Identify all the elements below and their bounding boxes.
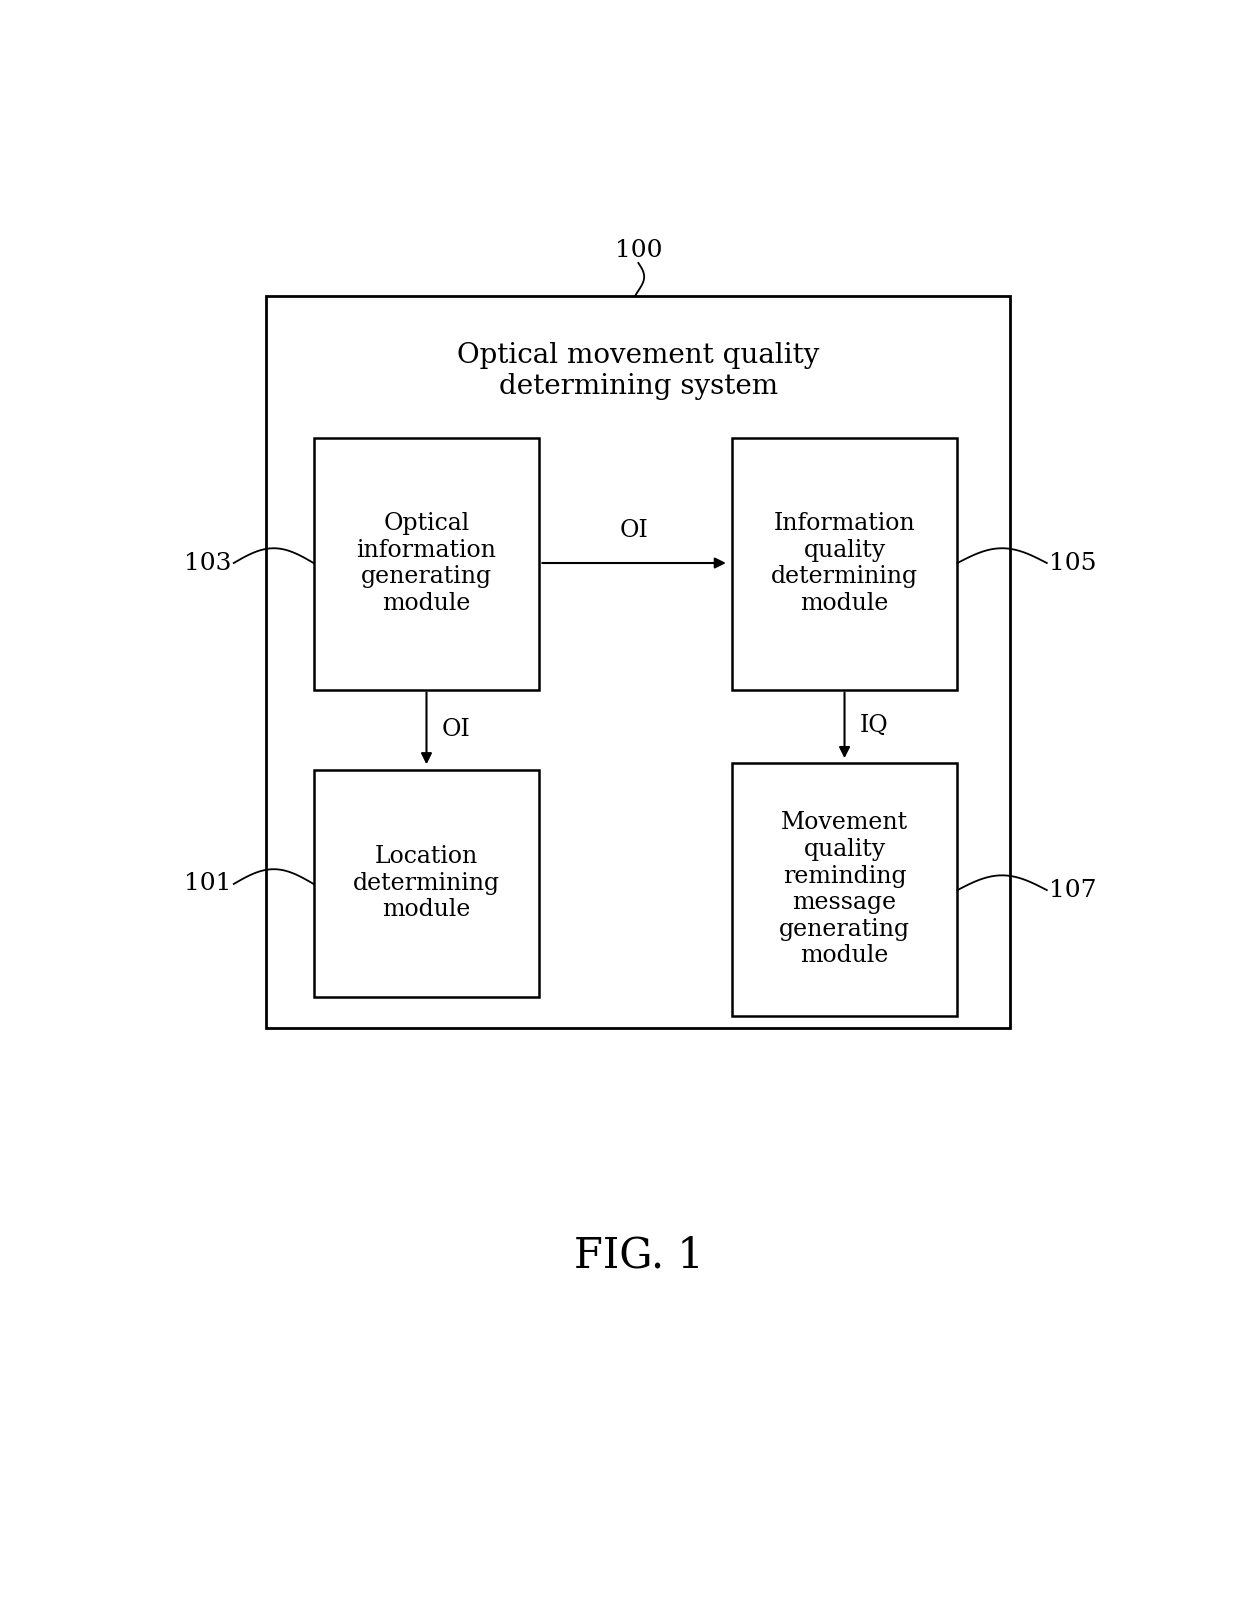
Text: OI: OI	[441, 717, 470, 741]
Bar	[314, 438, 539, 690]
Bar	[732, 438, 957, 690]
Text: 100: 100	[615, 240, 662, 262]
Bar	[265, 295, 1011, 1028]
Text: IQ: IQ	[859, 714, 888, 736]
Text: OI: OI	[619, 519, 649, 541]
Bar	[732, 763, 957, 1016]
Text: Optical movement quality
determining system: Optical movement quality determining sys…	[458, 342, 820, 399]
Text: Movement
quality
reminding
message
generating
module: Movement quality reminding message gener…	[779, 811, 910, 968]
Text: 107: 107	[1049, 878, 1096, 902]
Bar	[314, 770, 539, 997]
Text: Location
determining
module: Location determining module	[353, 845, 500, 921]
Text: FIG. 1: FIG. 1	[574, 1234, 703, 1276]
Text: 103: 103	[184, 551, 232, 575]
Text: 101: 101	[185, 872, 232, 896]
Text: Optical
information
generating
module: Optical information generating module	[357, 513, 496, 615]
Text: 105: 105	[1049, 551, 1096, 575]
Text: Information
quality
determining
module: Information quality determining module	[771, 513, 918, 615]
